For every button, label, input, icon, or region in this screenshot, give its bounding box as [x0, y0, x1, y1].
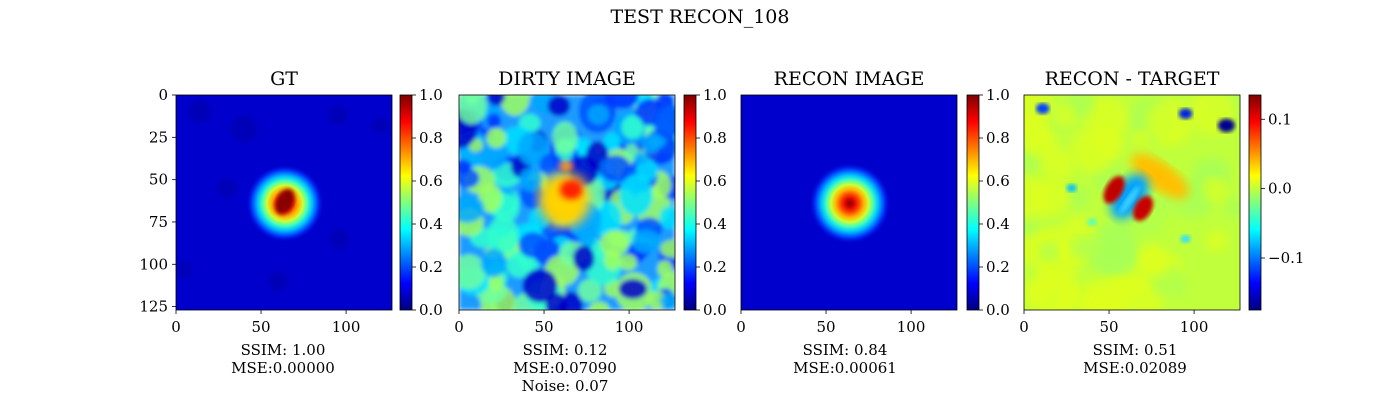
panel-1: GT 0 50 100 0 25 50 75 100 125 0.0 0.2 0.4 0.6 0.8 1.0 S… [139, 68, 443, 377]
colorbar-tick-label: −0.1 [1268, 249, 1304, 267]
x-tick-label: 0 [1019, 318, 1029, 336]
metric-caption: MSE:0.07090 [513, 359, 617, 377]
panel-title: GT [270, 68, 298, 90]
colorbar-tick-label: 0.2 [419, 258, 443, 276]
x-tick-label: 50 [816, 318, 835, 336]
metric-caption: MSE:0.00061 [793, 359, 897, 377]
x-tick-label: 0 [171, 318, 181, 336]
x-tick-label: 0 [454, 318, 464, 336]
panel-3: RECON IMAGE 0 50 100 0.0 0.2 0.4 0.6 0.8 1.0 SSIM:… [736, 68, 1010, 377]
colorbar-tick-label: 0.6 [419, 172, 443, 190]
panel-title: RECON IMAGE [774, 68, 925, 90]
colorbar-tick-label: 0.2 [986, 258, 1010, 276]
colorbar-tick-label: 0.4 [703, 215, 727, 233]
x-tick-label: 100 [897, 318, 926, 336]
axes-frame [740, 94, 958, 311]
metric-caption: Noise: 0.07 [522, 377, 609, 395]
y-tick-label: 75 [149, 213, 168, 231]
metric-caption: SSIM: 0.12 [523, 341, 608, 359]
metric-caption: SSIM: 0.84 [803, 341, 888, 359]
x-tick-label: 100 [332, 318, 361, 336]
axes-frame [175, 94, 393, 311]
heatmap-image-1 [176, 95, 392, 310]
heatmap-image-2 [459, 95, 675, 310]
colorbar [966, 94, 980, 311]
panel-title: RECON - TARGET [1045, 68, 1220, 90]
x-tick-label: 50 [1099, 318, 1118, 336]
colorbar-tick-label: 0.6 [986, 172, 1010, 190]
metric-caption: SSIM: 0.51 [1093, 341, 1178, 359]
colorbar-tick-label: 0.1 [1268, 110, 1292, 128]
colorbar-tick-label: 0.8 [986, 129, 1010, 147]
axes-frame [1023, 94, 1241, 311]
metric-caption: MSE:0.00000 [231, 359, 335, 377]
panel-title: DIRTY IMAGE [498, 68, 636, 90]
x-tick-label: 100 [1180, 318, 1209, 336]
colorbar [683, 94, 697, 311]
panels: GT 0 50 100 0 25 50 75 100 125 0.0 0.2 0.4 0.6 0.8 1.0 S… [139, 68, 1304, 395]
y-tick-label: 0 [158, 86, 168, 104]
colorbar [1248, 94, 1262, 311]
axes-frame [458, 94, 676, 311]
colorbar [399, 94, 413, 311]
figure-suptitle: TEST RECON_108 [611, 6, 790, 28]
colorbar-tick-label: 0.8 [419, 129, 443, 147]
colorbar-tick-label: 1.0 [419, 86, 443, 104]
x-tick-label: 50 [251, 318, 270, 336]
source-blob [809, 162, 891, 244]
x-tick-label: 50 [534, 318, 553, 336]
panel-2: DIRTY IMAGE 0 50 100 0.0 0.2 0.4 0.6 0.8 1.0 SSIM:… [454, 68, 727, 395]
heatmap-image-3 [741, 95, 957, 310]
colorbar-tick-label: 1.0 [703, 86, 727, 104]
y-tick-label: 50 [149, 171, 168, 189]
colorbar-tick-label: 0.8 [703, 129, 727, 147]
y-tick-label: 125 [139, 298, 168, 316]
panel-4: RECON - TARGET 0 50 100 −0.1 0.0 0.1 SSIM: 0.51… [1019, 68, 1304, 377]
colorbar-tick-label: 0.0 [986, 301, 1010, 319]
colorbar-tick-label: 0.2 [703, 258, 727, 276]
x-tick-label: 100 [615, 318, 644, 336]
colorbar-tick-label: 0.0 [419, 301, 443, 319]
colorbar-tick-label: 1.0 [986, 86, 1010, 104]
colorbar-tick-label: 0.4 [419, 215, 443, 233]
colorbar-tick-label: 0.4 [986, 215, 1010, 233]
metric-caption: SSIM: 1.00 [241, 341, 326, 359]
colorbar-tick-label: 0.0 [703, 301, 727, 319]
colorbar-tick-label: 0.6 [703, 172, 727, 190]
metric-caption: MSE:0.02089 [1083, 359, 1187, 377]
colorbar-tick-label: 0.0 [1268, 180, 1292, 198]
y-tick-label: 100 [139, 255, 168, 273]
heatmap-image-4 [1024, 95, 1240, 310]
x-tick-label: 0 [736, 318, 746, 336]
y-tick-label: 25 [149, 128, 168, 146]
